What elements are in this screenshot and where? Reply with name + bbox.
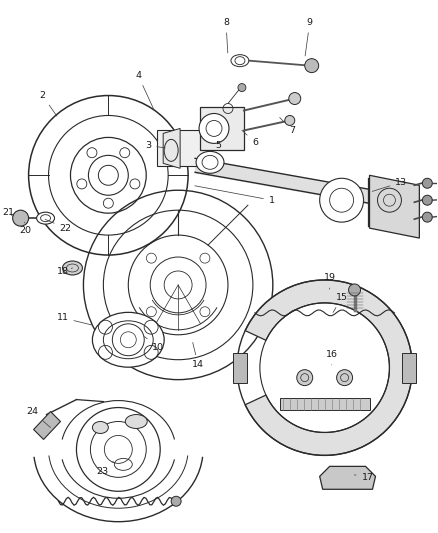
Text: 20: 20 bbox=[20, 222, 32, 235]
Text: 8: 8 bbox=[223, 18, 229, 53]
Text: 15: 15 bbox=[333, 293, 348, 312]
Text: 22: 22 bbox=[45, 219, 71, 232]
Circle shape bbox=[305, 59, 319, 72]
Ellipse shape bbox=[92, 312, 164, 367]
Text: 9: 9 bbox=[305, 18, 313, 56]
Circle shape bbox=[337, 370, 353, 385]
Polygon shape bbox=[370, 175, 419, 238]
Polygon shape bbox=[233, 353, 247, 383]
Text: 4: 4 bbox=[135, 71, 154, 110]
Ellipse shape bbox=[196, 151, 224, 173]
Text: 2: 2 bbox=[39, 91, 57, 116]
Polygon shape bbox=[163, 128, 180, 168]
Polygon shape bbox=[157, 131, 210, 166]
Text: 3: 3 bbox=[145, 141, 166, 150]
Text: 17: 17 bbox=[354, 473, 374, 482]
Circle shape bbox=[297, 370, 313, 385]
Polygon shape bbox=[200, 107, 244, 150]
Polygon shape bbox=[280, 398, 370, 409]
Circle shape bbox=[171, 496, 181, 506]
Circle shape bbox=[199, 114, 229, 143]
Ellipse shape bbox=[231, 55, 249, 67]
Polygon shape bbox=[245, 280, 412, 455]
Ellipse shape bbox=[37, 212, 54, 224]
Circle shape bbox=[289, 93, 301, 104]
Text: 24: 24 bbox=[27, 407, 50, 427]
Text: 14: 14 bbox=[192, 343, 204, 369]
Circle shape bbox=[349, 284, 360, 296]
Text: 7: 7 bbox=[280, 117, 295, 135]
Circle shape bbox=[77, 408, 160, 491]
Circle shape bbox=[422, 212, 432, 222]
Text: 23: 23 bbox=[96, 461, 113, 476]
Polygon shape bbox=[320, 466, 375, 489]
Polygon shape bbox=[403, 353, 417, 383]
Text: 19: 19 bbox=[324, 273, 336, 289]
Circle shape bbox=[320, 178, 364, 222]
Polygon shape bbox=[34, 411, 60, 439]
Ellipse shape bbox=[125, 415, 147, 429]
Circle shape bbox=[285, 116, 295, 125]
Circle shape bbox=[422, 178, 432, 188]
Text: 1: 1 bbox=[195, 186, 275, 205]
Ellipse shape bbox=[92, 422, 108, 433]
Circle shape bbox=[13, 210, 28, 226]
Circle shape bbox=[83, 190, 273, 379]
Text: 10: 10 bbox=[145, 336, 164, 352]
Text: 13: 13 bbox=[372, 178, 407, 191]
Circle shape bbox=[238, 84, 246, 92]
Text: 5: 5 bbox=[215, 135, 221, 150]
Text: 16: 16 bbox=[325, 350, 338, 365]
Circle shape bbox=[422, 195, 432, 205]
Text: 11: 11 bbox=[57, 313, 93, 325]
Text: 18: 18 bbox=[57, 268, 72, 277]
Text: 21: 21 bbox=[3, 208, 14, 217]
Text: 6: 6 bbox=[242, 131, 258, 147]
Ellipse shape bbox=[63, 261, 82, 275]
